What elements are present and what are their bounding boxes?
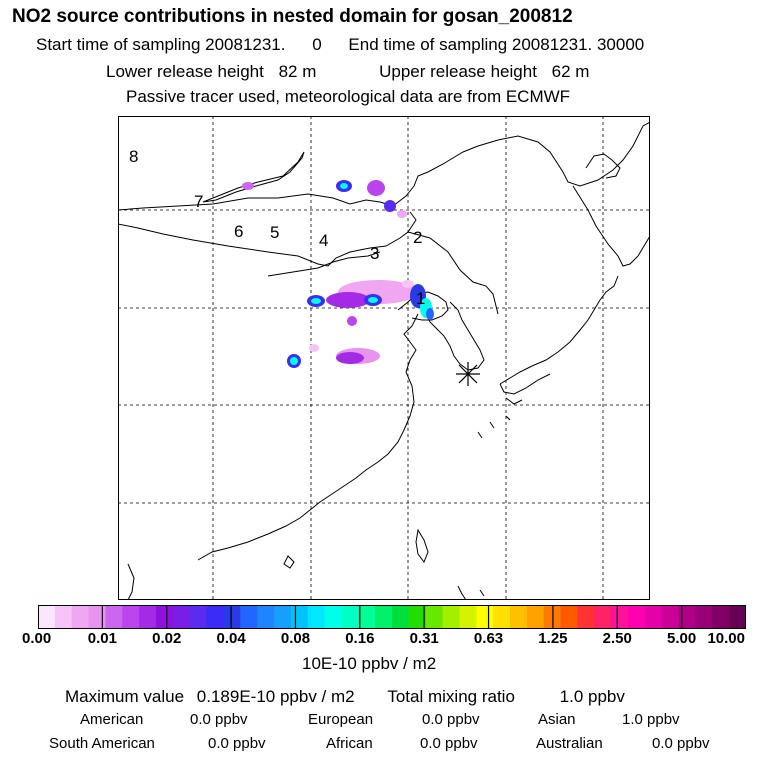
colorbar-cell bbox=[290, 605, 309, 629]
asterisk-icon bbox=[456, 362, 480, 386]
colorbar-cell bbox=[240, 605, 258, 629]
colorbar-cell bbox=[712, 605, 730, 629]
colorbar-cell bbox=[172, 605, 191, 629]
lower-height-label: Lower release height bbox=[106, 62, 264, 81]
summary-name: American bbox=[80, 711, 144, 728]
summary-name: European bbox=[308, 711, 374, 728]
colorbar-cell bbox=[678, 605, 697, 629]
summary-value: 0.0 ppbv bbox=[422, 711, 480, 728]
summary-value: 0.0 ppbv bbox=[652, 735, 710, 752]
colorbar-cell bbox=[611, 605, 629, 629]
release-height-line: Lower release height 82 m Upper release … bbox=[106, 62, 589, 82]
region-label: 4 bbox=[319, 231, 328, 250]
start-time-value: 0 bbox=[312, 35, 322, 54]
colorbar-cell bbox=[122, 605, 140, 629]
summary-name: African bbox=[326, 735, 373, 752]
region-label: 6 bbox=[234, 222, 243, 241]
colorbar-cell bbox=[156, 605, 174, 629]
colorbar-cell bbox=[88, 605, 107, 629]
colorbar-cell bbox=[729, 605, 746, 629]
colorbar-tick-label: 0.00 bbox=[22, 630, 52, 647]
total-mixing-value: 1.0 ppbv bbox=[559, 687, 625, 706]
colorbar-cell bbox=[695, 605, 713, 629]
colorbar-cell bbox=[577, 605, 595, 629]
colorbar-cell bbox=[560, 605, 579, 629]
colorbar-cell bbox=[459, 605, 477, 629]
colorbar-tick-label: 0.01 bbox=[87, 630, 117, 647]
contribution-field bbox=[242, 180, 434, 368]
colorbar-tick-label: 0.63 bbox=[473, 630, 504, 647]
map-panel: 8 7 6 5 4 3 2 1 bbox=[118, 116, 650, 600]
region-label: 2 bbox=[413, 228, 422, 247]
total-mixing-label: Total mixing ratio bbox=[387, 687, 515, 706]
colorbar-cell bbox=[375, 605, 393, 629]
colorbar-cell bbox=[526, 605, 545, 629]
max-value: 0.189E-10 ppbv / m2 bbox=[196, 687, 355, 706]
colorbar-cell bbox=[442, 605, 461, 629]
colorbar-cell bbox=[38, 605, 56, 629]
colorbar-tick-label: 0.31 bbox=[409, 630, 439, 647]
colorbar-tick-label: 5.00 bbox=[667, 630, 697, 647]
colorbar-cell bbox=[644, 605, 663, 629]
colorbar-cell bbox=[71, 605, 90, 629]
map-title: NO2 source contributions in nested domai… bbox=[12, 6, 573, 27]
colorbar-cell bbox=[274, 605, 292, 629]
colorbar-cell bbox=[661, 605, 680, 629]
summary-name: South American bbox=[49, 735, 155, 752]
colorbar-cell bbox=[408, 605, 427, 629]
colorbar-cell bbox=[54, 605, 73, 629]
colorbar-units: 10E-10 ppbv / m2 bbox=[302, 654, 437, 673]
map-frame bbox=[118, 116, 650, 600]
colorbar bbox=[38, 605, 746, 629]
summary-value: 0.0 ppbv bbox=[208, 735, 266, 752]
colorbar-tick-label: 1.25 bbox=[538, 630, 568, 647]
start-time-label: Start time of sampling 20081231. bbox=[36, 35, 286, 54]
colorbar-cell bbox=[358, 605, 376, 629]
lat-lon-grid bbox=[118, 116, 650, 600]
colorbar-cell bbox=[223, 605, 241, 629]
max-value-label: Maximum value bbox=[65, 687, 185, 706]
summary-value: 1.0 ppbv bbox=[622, 711, 680, 728]
colorbar-tick-label: 0.08 bbox=[280, 630, 311, 647]
summary-name: Asian bbox=[538, 711, 576, 728]
summary-value: 0.0 ppbv bbox=[420, 735, 478, 752]
upper-height-label: Upper release height bbox=[379, 62, 537, 81]
region-label: 5 bbox=[270, 223, 279, 242]
colorbar-cell bbox=[628, 605, 646, 629]
max-total-line: Maximum value 0.189E-10 ppbv / m2 Total … bbox=[65, 687, 625, 707]
colorbar-cell bbox=[392, 605, 410, 629]
summary-value: 0.0 ppbv bbox=[190, 711, 248, 728]
colorbar-tick-label: 10.00 bbox=[707, 630, 745, 647]
colorbar-cell bbox=[307, 605, 326, 629]
colorbar-cell bbox=[425, 605, 444, 629]
region-label: 8 bbox=[129, 147, 138, 166]
lower-height-value: 82 m bbox=[278, 62, 317, 81]
colorbar-cell bbox=[206, 605, 225, 629]
end-time-label: End time of sampling 20081231. 30000 bbox=[348, 35, 645, 54]
colorbar-cell bbox=[257, 605, 275, 629]
colorbar-cell bbox=[324, 605, 343, 629]
tracer-info-line: Passive tracer used, meteorological data… bbox=[126, 87, 571, 106]
region-label: 3 bbox=[370, 244, 379, 263]
colorbar-cell bbox=[105, 605, 123, 629]
region-label: 7 bbox=[194, 192, 203, 211]
colorbar-tick-label: 2.50 bbox=[602, 630, 632, 647]
colorbar-cell bbox=[510, 605, 528, 629]
colorbar-tick-label: 0.16 bbox=[345, 630, 375, 647]
colorbar-cell bbox=[189, 605, 208, 629]
summary-name: Australian bbox=[536, 735, 603, 752]
colorbar-cell bbox=[341, 605, 359, 629]
colorbar-tick-label: 0.04 bbox=[216, 630, 246, 647]
sampling-time-line: Start time of sampling 20081231. 0 End t… bbox=[36, 35, 644, 55]
coastlines-borders bbox=[118, 121, 650, 600]
upper-height-value: 62 m bbox=[551, 62, 590, 81]
colorbar-cell bbox=[594, 605, 612, 629]
region-label: 1 bbox=[416, 289, 425, 308]
colorbar-cell bbox=[139, 605, 157, 629]
colorbar-tick-label: 0.02 bbox=[152, 630, 182, 647]
colorbar-cell bbox=[493, 605, 511, 629]
colorbar-cell bbox=[476, 605, 494, 629]
